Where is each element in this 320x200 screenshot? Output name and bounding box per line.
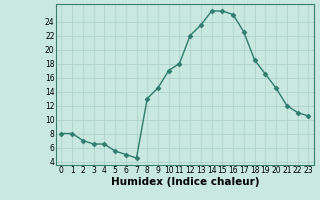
X-axis label: Humidex (Indice chaleur): Humidex (Indice chaleur) <box>110 177 259 187</box>
